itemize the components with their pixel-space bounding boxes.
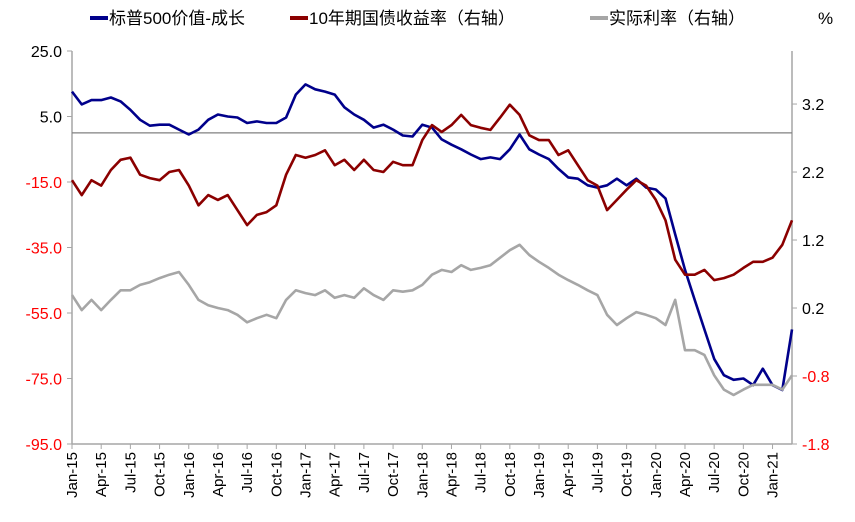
legend-label-2: 实际利率（右轴） bbox=[609, 9, 745, 28]
legend-label-1: 10年期国债收益率（右轴） bbox=[309, 9, 515, 28]
x-tick-label: Oct-16 bbox=[268, 452, 285, 497]
x-tick-label: Jul-18 bbox=[473, 452, 490, 493]
legend-label-0: 标普500价值-成长 bbox=[109, 9, 245, 28]
x-tick-label: Oct-18 bbox=[502, 452, 519, 497]
unit-label: % bbox=[818, 9, 833, 28]
left-tick-label: -35.0 bbox=[26, 241, 63, 258]
x-tick-label: Jul-15 bbox=[122, 452, 139, 493]
legend: 标普500价值-成长 10年期国债收益率（右轴） 实际利率（右轴） bbox=[90, 9, 745, 28]
x-tick-label: Apr-20 bbox=[677, 452, 694, 497]
x-tick-label: Jan-16 bbox=[181, 452, 198, 498]
left-tick-label: -15.0 bbox=[26, 175, 63, 192]
x-tick-label: Jul-20 bbox=[706, 452, 723, 493]
right-tick-label: -0.8 bbox=[802, 369, 830, 386]
x-tick-label: Oct-20 bbox=[735, 452, 752, 497]
left-tick-label: 5.0 bbox=[40, 110, 62, 127]
x-tick-label: Apr-16 bbox=[210, 452, 227, 497]
x-tick-label: Jan-18 bbox=[414, 452, 431, 498]
right-tick-label: -1.8 bbox=[802, 437, 830, 454]
right-tick-label: 0.2 bbox=[802, 301, 824, 318]
x-tick-label: Oct-19 bbox=[619, 452, 636, 497]
x-tick-label: Jan-15 bbox=[64, 452, 81, 498]
left-tick-label: -75.0 bbox=[26, 372, 63, 389]
left-tick-label: 25.0 bbox=[31, 44, 62, 61]
series-line-0 bbox=[70, 83, 794, 392]
x-tick-label: Apr-19 bbox=[560, 452, 577, 497]
left-tick-label: -55.0 bbox=[26, 306, 63, 323]
x-tick-label: Apr-15 bbox=[93, 452, 110, 497]
series-line-1 bbox=[70, 103, 794, 282]
x-tick-label: Apr-17 bbox=[327, 452, 344, 497]
x-tick-label: Oct-17 bbox=[385, 452, 402, 497]
series-line-2 bbox=[70, 243, 794, 397]
x-tick-label: Jan-19 bbox=[531, 452, 548, 498]
x-tick-label: Jul-19 bbox=[589, 452, 606, 493]
x-tick-label: Jul-16 bbox=[239, 452, 256, 493]
x-tick-label: Oct-15 bbox=[152, 452, 169, 497]
right-tick-label: 2.2 bbox=[802, 165, 824, 182]
series-lines bbox=[70, 83, 794, 397]
right-tick-label: 1.2 bbox=[802, 233, 824, 250]
x-tick-label: Jan-17 bbox=[298, 452, 315, 498]
axes: 25.0 5.0 -15.0 -35.0 -55.0 -75.0 -95.0 3.2 2.2 1.… bbox=[26, 44, 830, 498]
x-tick-label: Jan-21 bbox=[765, 452, 782, 498]
x-tick-label: Jan-20 bbox=[648, 452, 665, 498]
x-tick-label: Apr-18 bbox=[443, 452, 460, 497]
left-tick-label: -95.0 bbox=[26, 437, 63, 454]
x-tick-label: Jul-17 bbox=[356, 452, 373, 493]
right-tick-label: 3.2 bbox=[802, 97, 824, 114]
